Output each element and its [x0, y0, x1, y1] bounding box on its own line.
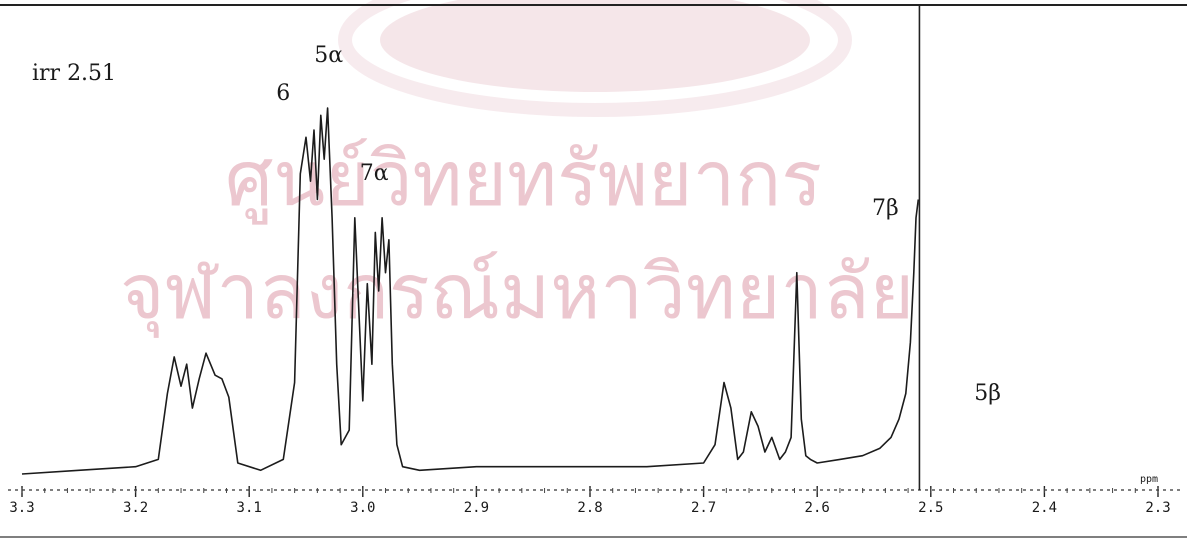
- x-tick-label: 3.3: [9, 500, 34, 516]
- x-tick-label: 2.9: [464, 500, 489, 516]
- peak-label: 5β: [974, 381, 1001, 406]
- peak-label: 7β: [872, 196, 899, 221]
- x-tick-label: 3.2: [123, 500, 148, 516]
- peak-label: 7α: [360, 161, 389, 186]
- x-tick-label: 3.0: [350, 500, 375, 516]
- x-tick-label: 3.1: [237, 500, 262, 516]
- peak-label: 5α: [314, 43, 343, 68]
- peak-label: 6: [276, 81, 290, 106]
- chart-title: irr 2.51: [32, 61, 116, 86]
- x-tick-label: 2.4: [1032, 500, 1057, 516]
- x-tick-label: 2.8: [577, 500, 602, 516]
- x-tick-label: 2.3: [1145, 500, 1170, 516]
- peak-labels: 6 5α 7α 7β 5β: [276, 43, 1001, 406]
- x-axis-ticks: [22, 486, 1158, 497]
- x-tick-label: 2.5: [918, 500, 943, 516]
- x-axis-unit-label: ppm: [1140, 474, 1158, 485]
- x-tick-label: 2.7: [691, 500, 716, 516]
- x-axis-tick-labels: 3.3 3.2 3.1 3.0 2.9 2.8 2.7 2.6 2.5 2.4 2.3: [9, 500, 1170, 516]
- watermark-seal: [380, 0, 810, 92]
- x-tick-label: 2.6: [805, 500, 830, 516]
